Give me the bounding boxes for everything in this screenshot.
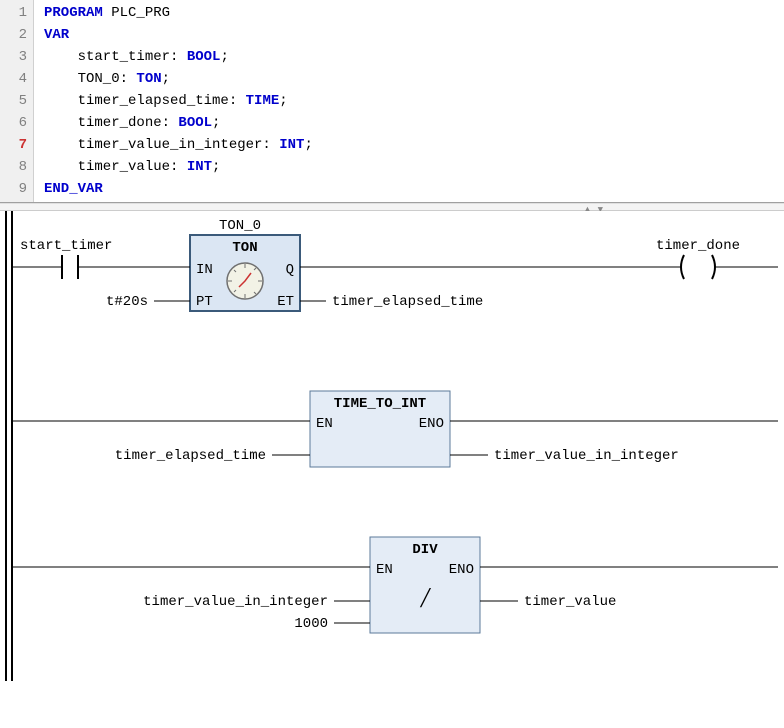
code-line[interactable]: timer_done: BOOL; <box>44 112 780 134</box>
rung1-pin-q: Q <box>286 262 294 278</box>
rung2-input-var[interactable]: timer_elapsed_time <box>115 448 266 464</box>
line-number-gutter: 123456789 <box>0 0 34 202</box>
rung1-et-var[interactable]: timer_elapsed_time <box>332 294 483 310</box>
code-line[interactable]: PROGRAM PLC_PRG <box>44 2 780 24</box>
type-token: TIME <box>246 93 280 109</box>
type-token: INT <box>187 159 212 175</box>
line-number: 4 <box>2 68 27 90</box>
ident-token: ; <box>220 49 228 65</box>
code-editor[interactable]: PROGRAM PLC_PRG VAR start_timer: BOOL; TO… <box>34 0 784 202</box>
type-token: TON <box>136 71 161 87</box>
ident-token: timer_done: <box>44 115 178 131</box>
ident-token: TON_0: <box>44 71 136 87</box>
rung3-input1-var[interactable]: timer_value_in_integer <box>143 594 328 610</box>
line-number: 9 <box>2 178 27 200</box>
ident-token: timer_value_in_integer: <box>44 137 279 153</box>
coil-right-icon <box>712 255 715 279</box>
keyword-token: VAR <box>44 27 69 43</box>
code-line[interactable]: start_timer: BOOL; <box>44 46 780 68</box>
code-line[interactable]: TON_0: TON; <box>44 68 780 90</box>
rung2-pin-eno: ENO <box>419 416 444 432</box>
rung3-input2-var[interactable]: 1000 <box>294 616 328 632</box>
type-token: BOOL <box>178 115 212 131</box>
ident-token: timer_elapsed_time: <box>44 93 246 109</box>
keyword-token: END_VAR <box>44 181 103 197</box>
rung3-output-var[interactable]: timer_value <box>524 594 616 610</box>
line-number: 3 <box>2 46 27 68</box>
ident-token: ; <box>212 115 220 131</box>
rung3-pin-en: EN <box>376 562 393 578</box>
ident-token: timer_value: <box>44 159 187 175</box>
type-token: BOOL <box>187 49 221 65</box>
code-line[interactable]: timer_value_in_integer: INT; <box>44 134 780 156</box>
line-number: 5 <box>2 90 27 112</box>
rung3-pin-eno: ENO <box>449 562 474 578</box>
ladder-editor[interactable]: TON_0 TON IN PT Q ET start_timer t#20s t… <box>0 211 784 681</box>
ident-token: ; <box>279 93 287 109</box>
line-number: 1 <box>2 2 27 24</box>
line-number: 2 <box>2 24 27 46</box>
type-token: INT <box>279 137 304 153</box>
rung2-pin-en: EN <box>316 416 333 432</box>
ident-token <box>103 5 111 21</box>
pane-splitter[interactable]: ▲ ▼ <box>0 203 784 211</box>
ident-token: ; <box>212 159 220 175</box>
rung1-pin-et: ET <box>277 294 294 310</box>
ident-token: PLC_PRG <box>111 5 170 21</box>
line-number: 8 <box>2 156 27 178</box>
ident-token: ; <box>304 137 312 153</box>
code-line[interactable]: timer_value: INT; <box>44 156 780 178</box>
code-line[interactable]: END_VAR <box>44 178 780 200</box>
rung1-pin-in: IN <box>196 262 213 278</box>
ladder-canvas: TON_0 TON IN PT Q ET start_timer t#20s t… <box>0 211 784 681</box>
rung2-output-var[interactable]: timer_value_in_integer <box>494 448 679 464</box>
declaration-pane: 123456789 PROGRAM PLC_PRG VAR start_timer… <box>0 0 784 203</box>
rung1-pin-pt: PT <box>196 294 213 310</box>
coil-left-icon <box>681 255 684 279</box>
code-line[interactable]: VAR <box>44 24 780 46</box>
rung2-fb-type: TIME_TO_INT <box>334 396 426 412</box>
rung1-fb-type: TON <box>232 240 257 256</box>
line-number: 6 <box>2 112 27 134</box>
rung3-fb-type: DIV <box>412 542 438 558</box>
ident-token: ; <box>162 71 170 87</box>
rung1-pt-value[interactable]: t#20s <box>106 294 148 310</box>
code-line[interactable]: timer_elapsed_time: TIME; <box>44 90 780 112</box>
rung1-contact-var[interactable]: start_timer <box>20 238 112 254</box>
keyword-token: PROGRAM <box>44 5 103 21</box>
line-number: 7 <box>2 134 27 156</box>
rung1-instance-label: TON_0 <box>219 218 261 234</box>
rung1-coil-var[interactable]: timer_done <box>656 238 740 254</box>
ident-token: start_timer: <box>44 49 187 65</box>
